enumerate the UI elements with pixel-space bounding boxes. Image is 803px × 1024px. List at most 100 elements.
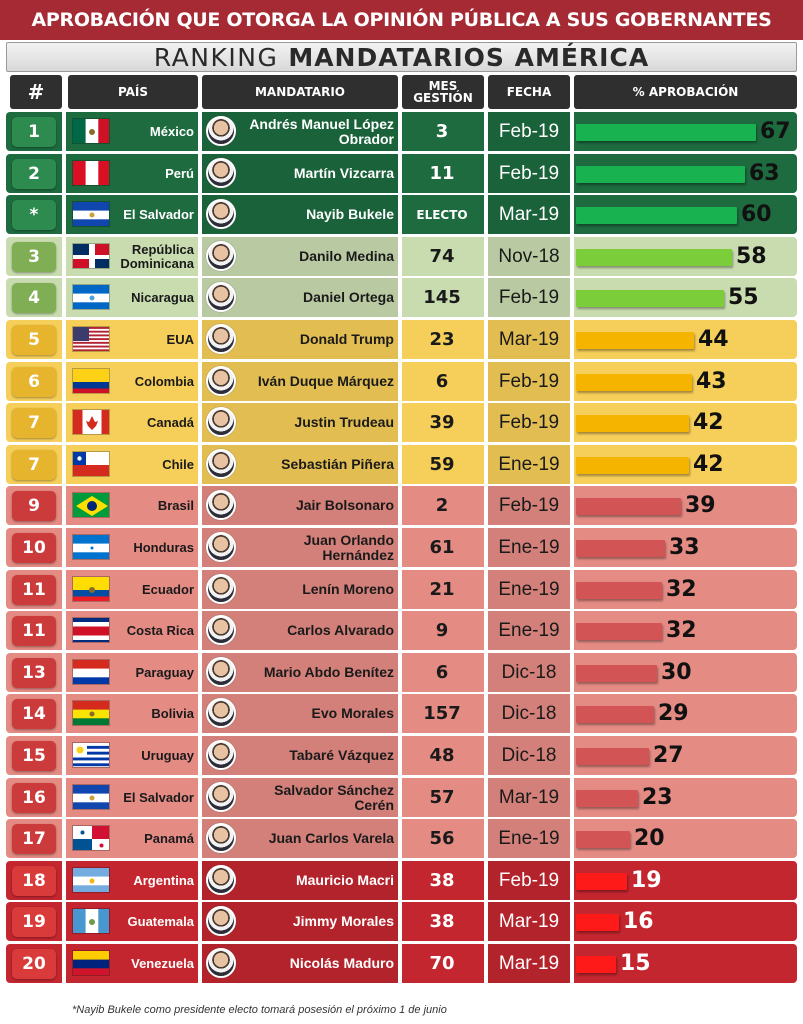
date-label: Feb-19 (498, 162, 560, 184)
months-cell (402, 486, 484, 525)
months-label: 6 (435, 371, 449, 392)
approval-value: 39 (685, 493, 716, 518)
months-cell (402, 570, 484, 609)
approval-value: 55 (728, 285, 759, 310)
leader-label: Nicolás Maduro (289, 955, 394, 971)
leader-label: Daniel Ortega (302, 289, 394, 305)
approval-value: 20 (634, 826, 665, 851)
approval-value: 42 (693, 410, 724, 435)
flag-icon (72, 492, 110, 518)
portrait-icon (206, 615, 236, 645)
portrait-icon (206, 823, 236, 853)
approval-bar (576, 706, 654, 723)
rank-badge: 18 (12, 866, 56, 896)
months-cell (402, 819, 484, 858)
months-label: 21 (429, 579, 455, 600)
approval-value: 60 (741, 202, 772, 227)
table-row: 18 Argentina Mauricio Macri 38 Feb-19 19 (6, 861, 797, 900)
portrait-icon (206, 116, 236, 146)
table-row: 6 Colombia Iván Duque Márquez 6 Feb-19 43 (6, 362, 797, 401)
approval-bar (576, 207, 737, 224)
date-cell (488, 445, 570, 484)
rank-badge: 6 (12, 367, 56, 397)
date-label: Dic-18 (501, 661, 557, 683)
rank-badge: 13 (12, 658, 56, 688)
leader-label: Sebastián Piñera (281, 456, 394, 472)
leader-label: Jimmy Morales (292, 913, 394, 929)
rank-badge: 14 (12, 699, 56, 729)
country-label: Canadá (147, 414, 194, 430)
date-label: Feb-19 (498, 869, 560, 891)
country-label: Bolivia (151, 705, 194, 721)
leader-label: Andrés Manuel López Obrador (249, 115, 394, 147)
rank-badge: 11 (12, 616, 56, 646)
flag-icon (72, 451, 110, 477)
portrait-icon (206, 490, 236, 520)
leader-label: Mauricio Macri (295, 872, 394, 888)
leader-label: Martín Vizcarra (293, 165, 394, 181)
months-label: 6 (435, 662, 449, 683)
rank-badge: 1 (12, 117, 56, 147)
portrait-icon (206, 324, 236, 354)
approval-bar (576, 914, 619, 931)
header-date: FECHA (488, 75, 570, 109)
country-label: Honduras (133, 539, 194, 555)
chart-title-bold: MANDATARIOS AMÉRICA (288, 42, 650, 72)
country-label: Guatemala (127, 913, 194, 929)
months-cell (402, 403, 484, 442)
months-label: 70 (429, 953, 455, 974)
flag-icon (72, 201, 110, 227)
approval-value: 58 (736, 244, 767, 269)
table-row: 5 EUA Donald Trump 23 Mar-19 44 (6, 320, 797, 359)
portrait-icon (206, 407, 236, 437)
date-label: Mar-19 (498, 952, 560, 974)
leader-label: Lenín Moreno (302, 581, 394, 597)
footnote: *Nayib Bukele como presidente electo tom… (72, 1004, 447, 1016)
approval-bar (576, 290, 724, 307)
header-months: MES GESTIÓN (402, 75, 484, 109)
approval-bar (576, 249, 732, 266)
country-label: Ecuador (141, 581, 194, 597)
approval-value: 27 (653, 743, 684, 768)
date-cell (488, 403, 570, 442)
date-label: Feb-19 (498, 494, 560, 516)
rank-badge: 7 (12, 408, 56, 438)
date-cell (488, 653, 570, 692)
date-cell (488, 778, 570, 817)
table-row: 4 Nicaragua Daniel Ortega 145 Feb-19 55 (6, 278, 797, 317)
leader-label: Evo Morales (311, 705, 394, 721)
table-row: 2 Perú Martín Vizcarra 11 Feb-19 63 (6, 154, 797, 193)
flag-icon (72, 950, 110, 976)
country-label: El Salvador (123, 789, 194, 805)
portrait-icon (206, 698, 236, 728)
portrait-icon (206, 782, 236, 812)
date-label: Feb-19 (498, 411, 560, 433)
table-row: 14 Bolivia Evo Morales 157 Dic-18 29 (6, 694, 797, 733)
months-cell (402, 320, 484, 359)
approval-value: 15 (620, 951, 651, 976)
approval-value: 63 (749, 161, 780, 186)
leader-label: Tabaré Vázquez (289, 747, 394, 763)
date-label: Dic-18 (501, 702, 557, 724)
months-cell (402, 112, 484, 151)
table-row: 11 Costa Rica Carlos Alvarado 9 Ene-19 32 (6, 611, 797, 650)
date-cell (488, 611, 570, 650)
leader-label: Donald Trump (299, 331, 394, 347)
header-approval: % APROBACIÓN (574, 75, 797, 109)
portrait-icon (206, 906, 236, 936)
months-cell (402, 528, 484, 567)
date-cell (488, 694, 570, 733)
months-label: ELECTO (416, 207, 468, 222)
country-label: Nicaragua (131, 289, 194, 305)
months-label: 59 (429, 454, 455, 475)
approval-bar (576, 873, 627, 890)
months-label: 23 (429, 329, 455, 350)
months-cell (402, 154, 484, 193)
date-label: Mar-19 (498, 786, 560, 808)
rank-badge: 16 (12, 783, 56, 813)
flag-icon (72, 368, 110, 394)
approval-bar (576, 498, 681, 515)
table-row: 16 El Salvador Salvador Sánchez Cerén 57 Mar… (6, 778, 797, 817)
leader-label: Juan Carlos Varela (268, 830, 394, 846)
flag-icon (72, 700, 110, 726)
